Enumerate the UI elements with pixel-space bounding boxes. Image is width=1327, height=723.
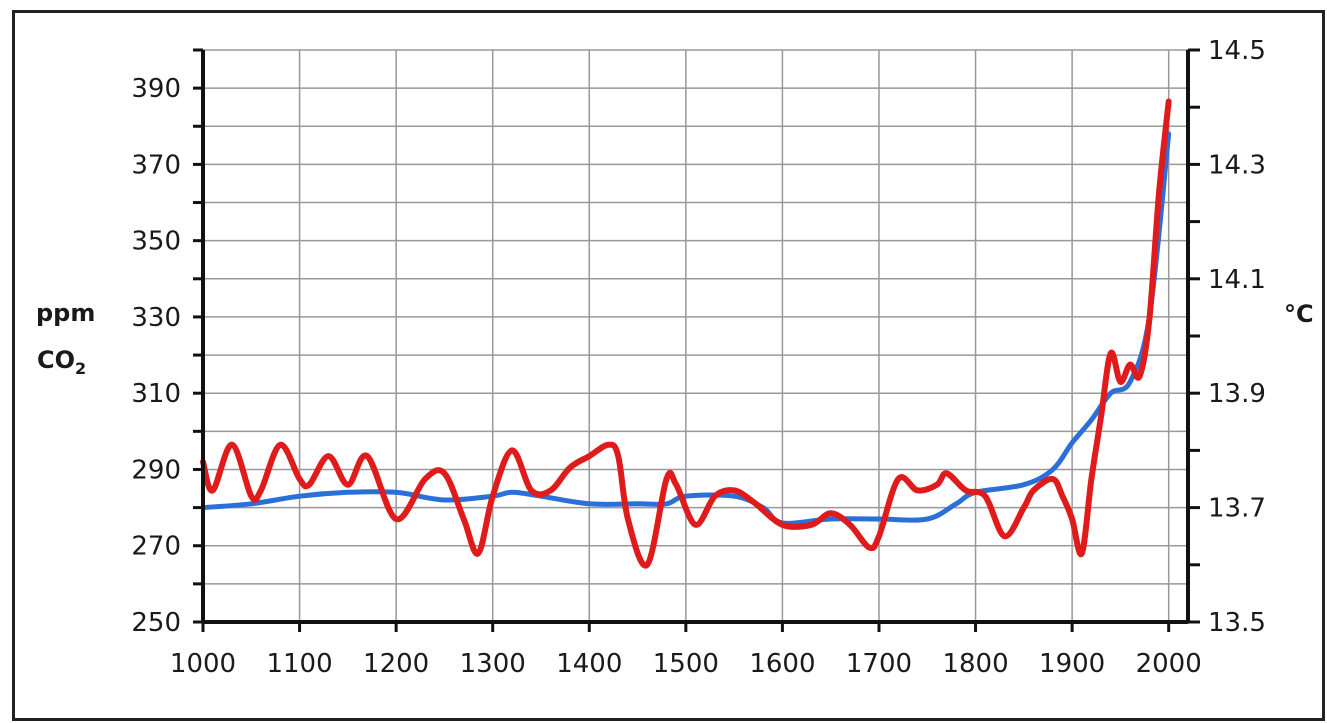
y-left-tick-label: 370 xyxy=(131,150,181,180)
x-tick-label: 1400 xyxy=(556,649,622,679)
temperature-series-line xyxy=(200,98,1172,569)
tick-labels: 1000 1100 1200 1300 1400 1500 1600 1700 1800 1900… xyxy=(131,36,1266,679)
x-tick-label: 1500 xyxy=(653,649,719,679)
y-left-tick-label: 250 xyxy=(131,608,181,638)
y-right-tick-label: 14.3 xyxy=(1208,150,1266,180)
y-right-tick-label: 13.7 xyxy=(1208,494,1266,524)
axes xyxy=(193,48,1200,632)
x-tick-label: 1700 xyxy=(846,649,912,679)
y-left-label-co2-sub: 2 xyxy=(75,359,86,378)
x-tick-label: 1800 xyxy=(942,649,1008,679)
x-tick-label: 1100 xyxy=(266,649,332,679)
y-left-label-ppm: ppm xyxy=(36,299,95,327)
x-tick-label: 2000 xyxy=(1136,649,1202,679)
x-tick-label: 1300 xyxy=(460,649,526,679)
y-right-tick-label: 13.9 xyxy=(1208,379,1266,409)
y-left-tick-label: 270 xyxy=(131,532,181,562)
x-tick-label: 1900 xyxy=(1039,649,1105,679)
y-left-tick-label: 310 xyxy=(131,379,181,409)
y-right-label: °C xyxy=(1284,300,1314,328)
y-left-label-co2: CO2 xyxy=(37,346,86,378)
y-left-label-co2-main: CO xyxy=(37,346,75,374)
y-right-tick-label: 13.5 xyxy=(1208,608,1266,638)
x-tick-label: 1600 xyxy=(749,649,815,679)
chart-frame xyxy=(12,10,1325,721)
y-right-tick-label: 14.1 xyxy=(1208,265,1266,295)
y-left-tick-label: 290 xyxy=(131,455,181,485)
y-right-tick-label: 14.5 xyxy=(1208,36,1266,66)
grid xyxy=(202,49,1188,623)
y-left-tick-label: 350 xyxy=(131,227,181,257)
y-left-tick-label: 330 xyxy=(131,303,181,333)
series-group xyxy=(200,98,1172,569)
x-tick-label: 1200 xyxy=(363,649,429,679)
y-left-tick-label: 390 xyxy=(131,74,181,104)
x-tick-label: 1000 xyxy=(170,649,236,679)
